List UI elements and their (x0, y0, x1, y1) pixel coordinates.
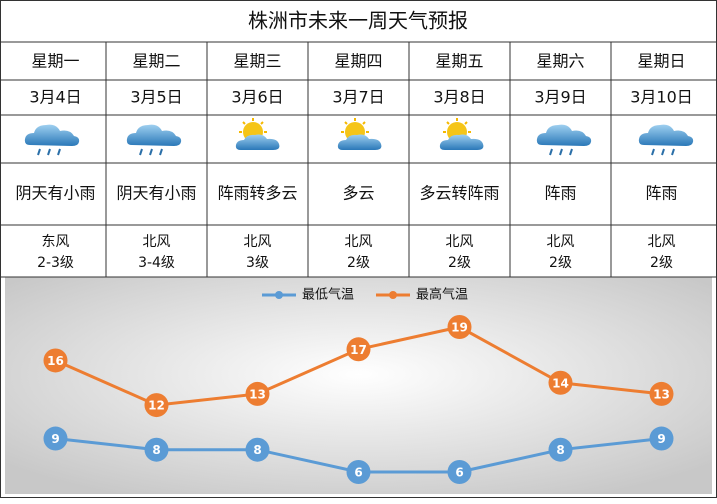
data-label: 6 (455, 466, 463, 480)
wind-level: 2级 (347, 255, 370, 271)
legend-marker (275, 291, 283, 299)
data-point (43, 426, 68, 451)
legend-label: 最高气温 (416, 287, 468, 303)
data-label: 19 (451, 321, 468, 335)
condition: 阵雨 (645, 184, 677, 203)
data-point (245, 381, 270, 406)
wind-level: 2级 (650, 255, 673, 271)
data-point (43, 348, 68, 373)
wind-direction: 北风 (143, 234, 171, 250)
data-point (346, 337, 371, 362)
data-label: 17 (350, 343, 367, 357)
date: 3月7日 (332, 88, 384, 107)
data-point (447, 460, 472, 484)
weekday: 星期一 (31, 52, 79, 71)
wind-direction: 北风 (547, 234, 575, 250)
wind-direction: 北风 (345, 234, 373, 250)
wind-level: 2级 (448, 255, 471, 271)
title: 株洲市未来一周天气预报 (248, 9, 468, 33)
wind-direction: 北风 (244, 234, 272, 250)
weekday: 星期四 (334, 52, 382, 71)
wind-direction: 北风 (648, 234, 676, 250)
wind-level: 2-3级 (37, 255, 74, 271)
data-label: 16 (47, 354, 64, 368)
condition: 多云转阵雨 (419, 184, 499, 203)
data-point (447, 315, 472, 339)
data-label: 9 (51, 432, 59, 446)
data-label: 8 (253, 443, 261, 457)
data-point (649, 381, 674, 406)
date: 3月9日 (534, 88, 586, 107)
weekday: 星期日 (637, 52, 685, 71)
weekday: 星期三 (233, 52, 281, 71)
weekday: 星期五 (435, 52, 483, 71)
data-point (144, 437, 169, 462)
legend-marker (389, 291, 397, 299)
data-label: 8 (556, 443, 564, 457)
wind-level: 3-4级 (138, 255, 175, 271)
data-label: 6 (354, 466, 362, 480)
data-label: 8 (152, 443, 160, 457)
date: 3月10日 (630, 88, 693, 107)
condition: 多云 (342, 184, 374, 203)
date: 3月8日 (433, 88, 485, 107)
condition: 阴天有小雨 (116, 184, 196, 203)
date: 3月4日 (29, 88, 81, 107)
data-label: 13 (653, 387, 670, 401)
date: 3月5日 (130, 88, 182, 107)
weekday: 星期六 (536, 52, 584, 71)
condition: 阵雨 (544, 184, 576, 203)
data-point (144, 393, 169, 418)
wind-level: 2级 (549, 255, 572, 271)
data-point (245, 437, 270, 462)
data-label: 9 (657, 432, 665, 446)
wind-level: 3级 (246, 255, 269, 271)
date: 3月6日 (231, 88, 283, 107)
data-point (548, 437, 573, 462)
wind-direction: 东风 (42, 234, 70, 250)
condition: 阵雨转多云 (217, 184, 297, 203)
legend-label: 最低气温 (302, 287, 354, 303)
condition: 阴天有小雨 (15, 184, 95, 203)
data-point (649, 426, 674, 451)
data-label: 12 (148, 399, 165, 413)
data-label: 13 (249, 387, 266, 401)
wind-direction: 北风 (446, 234, 474, 250)
data-point (346, 460, 371, 484)
data-point (548, 370, 573, 395)
data-label: 14 (552, 376, 569, 390)
weekday: 星期二 (132, 52, 180, 71)
